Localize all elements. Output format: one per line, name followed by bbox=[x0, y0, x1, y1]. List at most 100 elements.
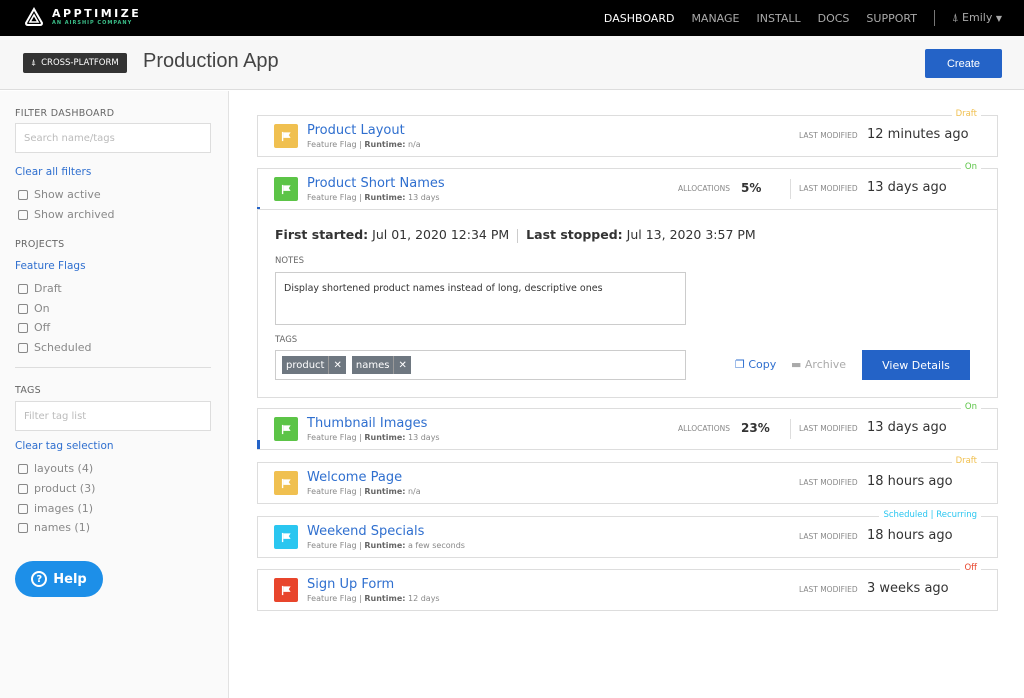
flag-icon bbox=[274, 417, 298, 441]
allocations-label: ALLOCATIONS bbox=[678, 184, 730, 193]
status-label: Draft bbox=[951, 456, 981, 466]
flag-icon bbox=[274, 525, 298, 549]
user-menu[interactable]: ⍋ Emily ▼ bbox=[951, 11, 1002, 24]
show-active-checkbox[interactable]: Show active bbox=[18, 188, 101, 201]
tag-layouts-checkbox[interactable]: layouts (4) bbox=[18, 462, 93, 475]
remove-tag-icon[interactable]: ✕ bbox=[328, 356, 345, 374]
status-label: On bbox=[960, 162, 981, 172]
help-button[interactable]: ? Help bbox=[15, 561, 103, 597]
flag-name-link[interactable]: Product Layout bbox=[307, 123, 405, 138]
remove-tag-icon[interactable]: ✕ bbox=[393, 356, 410, 374]
logo-icon bbox=[24, 7, 44, 26]
status-label: Off bbox=[960, 563, 981, 573]
run-dates: First started: Jul 01, 2020 12:34 PM Last… bbox=[275, 227, 756, 243]
tag-filter-input[interactable]: Filter tag list bbox=[15, 401, 211, 431]
flag-meta: Feature Flag | Runtime: n/a bbox=[307, 140, 421, 149]
copy-button[interactable]: ❐ Copy bbox=[735, 358, 777, 371]
draft-checkbox[interactable]: Draft bbox=[18, 282, 62, 295]
platform-badge: ⍋ CROSS-PLATFORM bbox=[23, 53, 127, 73]
last-modified-value: 3 weeks ago bbox=[867, 581, 949, 596]
last-modified-label: LAST MODIFIED bbox=[799, 532, 858, 541]
last-modified-value: 18 hours ago bbox=[867, 474, 953, 489]
view-details-button[interactable]: View Details bbox=[862, 350, 970, 380]
last-modified-label: LAST MODIFIED bbox=[799, 131, 858, 140]
last-modified-label: LAST MODIFIED bbox=[799, 478, 858, 487]
archive-button[interactable]: ▬ Archive bbox=[791, 358, 847, 371]
platform-icon: ⍋ bbox=[31, 58, 37, 68]
show-archived-checkbox[interactable]: Show archived bbox=[18, 208, 115, 221]
flag-card[interactable]: On Thumbnail Images Feature Flag | Runti… bbox=[257, 402, 998, 450]
clear-filters-link[interactable]: Clear all filters bbox=[15, 166, 92, 178]
flag-icon bbox=[274, 578, 298, 602]
caret-down-icon: ▼ bbox=[995, 14, 1002, 23]
scheduled-checkbox[interactable]: Scheduled bbox=[18, 341, 92, 354]
tag-chip: names ✕ bbox=[351, 356, 411, 374]
sidebar-divider bbox=[15, 367, 211, 368]
page-header: ⍋ CROSS-PLATFORM Production App Create bbox=[0, 36, 1024, 90]
nav-install[interactable]: INSTALL bbox=[756, 11, 801, 25]
search-input[interactable]: Search name/tags bbox=[15, 123, 211, 153]
question-icon: ? bbox=[31, 571, 48, 587]
status-label: Scheduled | Recurring bbox=[879, 510, 981, 520]
flag-icon bbox=[274, 177, 298, 201]
last-modified-label: LAST MODIFIED bbox=[799, 424, 858, 433]
notes-textarea[interactable]: Display shortened product names instead … bbox=[275, 272, 686, 325]
page-title: Production App bbox=[143, 50, 279, 72]
allocations-value: 23% bbox=[741, 421, 770, 435]
flag-name-link[interactable]: Thumbnail Images bbox=[307, 416, 428, 431]
flag-name-link[interactable]: Sign Up Form bbox=[307, 577, 395, 592]
flag-meta: Feature Flag | Runtime: a few seconds bbox=[307, 541, 465, 550]
allocation-bar bbox=[257, 439, 260, 449]
tags-input[interactable]: product ✕ names ✕ bbox=[275, 350, 686, 380]
flag-meta: Feature Flag | Runtime: n/a bbox=[307, 487, 421, 496]
create-button[interactable]: Create bbox=[925, 49, 1002, 78]
flag-name-link[interactable]: Welcome Page bbox=[307, 470, 403, 485]
flag-name-link[interactable]: Weekend Specials bbox=[307, 524, 425, 539]
copy-icon: ❐ bbox=[735, 358, 745, 371]
flag-meta: Feature Flag | Runtime: 13 days bbox=[307, 193, 440, 202]
on-checkbox[interactable]: On bbox=[18, 302, 50, 315]
platform-label: CROSS-PLATFORM bbox=[41, 58, 119, 68]
allocations-value: 5% bbox=[741, 181, 762, 195]
tag-product-checkbox[interactable]: product (3) bbox=[18, 482, 95, 495]
nav-manage[interactable]: MANAGE bbox=[691, 11, 740, 25]
nav-dashboard[interactable]: DASHBOARD bbox=[603, 11, 675, 25]
allocation-bar bbox=[257, 207, 260, 209]
folder-icon: ▬ bbox=[791, 358, 802, 371]
off-checkbox[interactable]: Off bbox=[18, 321, 50, 334]
projects-heading: PROJECTS bbox=[15, 239, 65, 250]
flag-card[interactable]: Draft Product Layout Feature Flag | Runt… bbox=[257, 109, 998, 157]
nav-docs[interactable]: DOCS bbox=[817, 11, 850, 25]
sidebar: FILTER DASHBOARD Search name/tags Clear … bbox=[0, 91, 229, 698]
flag-icon bbox=[274, 124, 298, 148]
flag-icon bbox=[274, 471, 298, 495]
flag-card[interactable]: On Product Short Names Feature Flag | Ru… bbox=[257, 162, 998, 398]
status-label: Draft bbox=[951, 109, 981, 119]
divider bbox=[790, 179, 791, 199]
user-name: Emily bbox=[962, 11, 993, 24]
last-modified-label: LAST MODIFIED bbox=[799, 184, 858, 193]
last-modified-value: 13 days ago bbox=[867, 420, 947, 435]
flag-details: First started: Jul 01, 2020 12:34 PM Last… bbox=[258, 209, 997, 397]
flag-name-link[interactable]: Product Short Names bbox=[307, 176, 445, 191]
brand-name: APPTIMIZE bbox=[52, 7, 142, 20]
clear-tags-link[interactable]: Clear tag selection bbox=[15, 440, 114, 452]
nav-support[interactable]: SUPPORT bbox=[866, 11, 917, 25]
tag-chip: product ✕ bbox=[282, 356, 346, 374]
allocations-label: ALLOCATIONS bbox=[678, 424, 730, 433]
nav-divider bbox=[933, 10, 935, 26]
apptimize-logo[interactable]: APPTIMIZE AN AIRSHIP COMPANY bbox=[24, 7, 141, 27]
flag-card[interactable]: Off Sign Up Form Feature Flag | Runtime:… bbox=[257, 563, 998, 611]
last-modified-label: LAST MODIFIED bbox=[799, 585, 858, 594]
flag-card[interactable]: Draft Welcome Page Feature Flag | Runtim… bbox=[257, 456, 998, 504]
feature-flags-link[interactable]: Feature Flags bbox=[15, 260, 86, 272]
flag-card[interactable]: Scheduled | Recurring Weekend Specials F… bbox=[257, 510, 998, 558]
brand-tagline: AN AIRSHIP COMPANY bbox=[52, 20, 133, 26]
top-navbar: APPTIMIZE AN AIRSHIP COMPANY DASHBOARD MA… bbox=[0, 0, 1024, 36]
notes-label: NOTES bbox=[275, 256, 305, 266]
tag-images-checkbox[interactable]: images (1) bbox=[18, 502, 93, 515]
filter-heading: FILTER DASHBOARD bbox=[15, 108, 115, 119]
last-modified-value: 12 minutes ago bbox=[867, 127, 969, 142]
tag-names-checkbox[interactable]: names (1) bbox=[18, 521, 90, 534]
status-label: On bbox=[960, 402, 981, 412]
